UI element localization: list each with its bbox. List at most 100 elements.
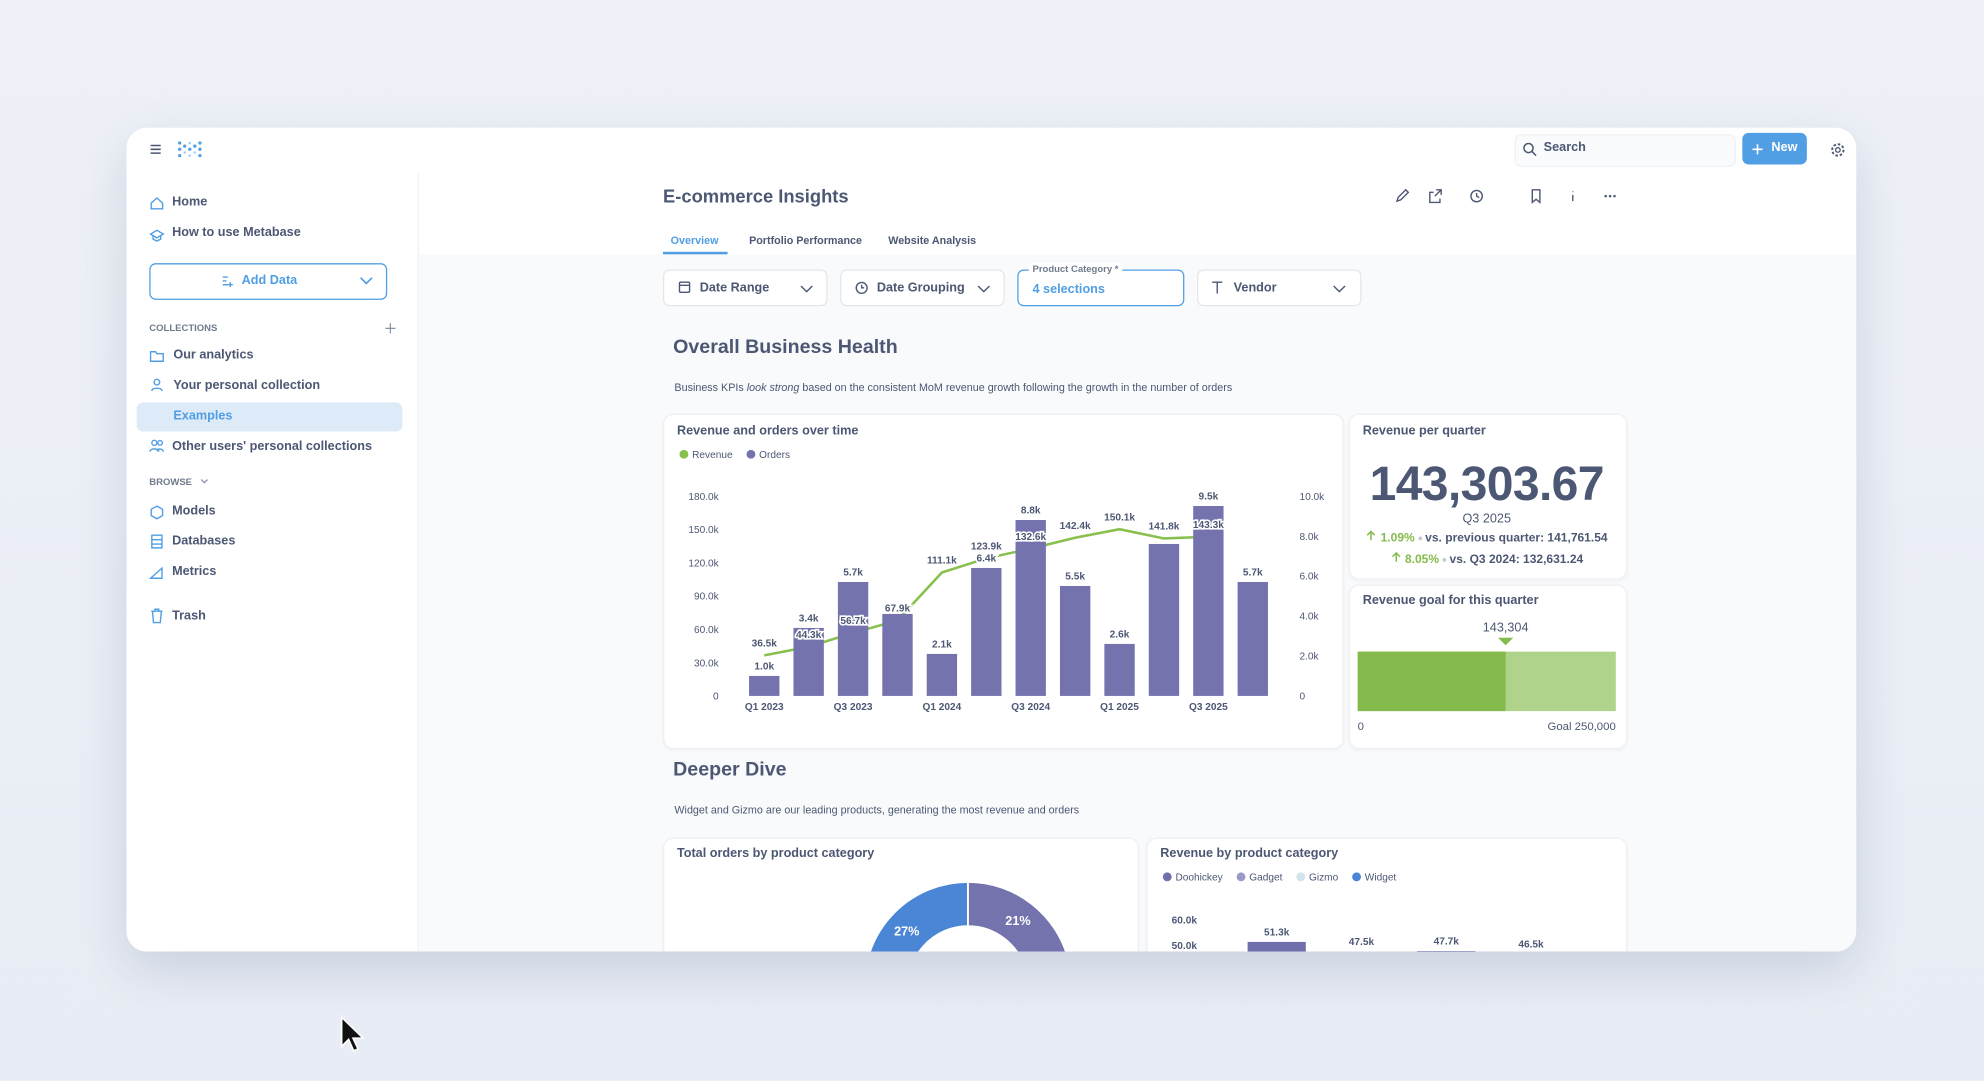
kpi-change: 8.05% — [1404, 552, 1440, 567]
data-label: 56.7k — [840, 616, 866, 627]
kpi-comparison: 1.09% vs. previous quarter: 141,761.54 — [1349, 530, 1625, 545]
header-actions[interactable] — [1394, 187, 1622, 205]
settings-icon[interactable] — [1830, 142, 1846, 158]
card-title[interactable]: Revenue by product category — [1160, 847, 1339, 862]
kpi-compare-text: vs. Q3 2024: 132,631.24 — [1449, 552, 1584, 567]
data-label: 132.6k — [1015, 532, 1046, 543]
filter[interactable]: Vendor — [1196, 269, 1362, 307]
filter-label: Date Range — [699, 280, 770, 295]
data-label: 51.3k — [1264, 928, 1290, 939]
filter[interactable]: 4 selections — [1017, 269, 1185, 307]
mouse-cursor — [340, 1015, 365, 1052]
progress-tick-label: Goal 250,000 — [1547, 721, 1615, 733]
legend-label: Gadget — [1249, 873, 1282, 884]
kpi-comparison: 8.05% vs. Q3 2024: 132,631.24 — [1349, 551, 1625, 567]
data-label: 47.7k — [1434, 937, 1460, 948]
card — [1146, 837, 1628, 952]
nav-collection[interactable]: Our analytics — [173, 348, 254, 363]
chevron[interactable] — [200, 478, 209, 484]
separator — [1418, 536, 1422, 541]
text: based on the consistent MoM revenue grow… — [799, 380, 1233, 394]
nav-browse[interactable]: Models — [172, 504, 216, 519]
menu-icon[interactable] — [149, 143, 162, 156]
nav-browse[interactable]: Databases — [172, 534, 236, 549]
bar — [1015, 519, 1046, 696]
bar — [1059, 585, 1091, 696]
data-label: 141.8k — [1148, 522, 1179, 533]
x-tick-label: Q1 2024 — [922, 702, 961, 713]
data-label: 111.1k — [927, 556, 957, 567]
x-tick-label: Q3 2023 — [834, 702, 873, 713]
search-placeholder: Search — [1543, 141, 1586, 156]
nav-icons — [149, 197, 165, 624]
filter-label: Product Category * — [1028, 263, 1123, 275]
filter[interactable]: Date Range — [663, 269, 828, 307]
dashboard-title[interactable]: E-commerce Insights — [663, 187, 849, 208]
tab[interactable]: Overview — [670, 234, 719, 247]
y2-tick-label: 10.0k — [1299, 492, 1325, 503]
data-label: 67.9k — [885, 604, 911, 615]
y-tick-label: 90.0k — [694, 592, 720, 603]
data-label: 5.7k — [1243, 568, 1263, 579]
card — [1348, 413, 1628, 580]
data-label: 5.5k — [1065, 572, 1085, 583]
up-arrow — [1391, 551, 1401, 562]
legend-label: Widget — [1365, 873, 1397, 884]
nav-trash[interactable]: Trash — [172, 609, 206, 624]
nav-browse[interactable]: Metrics — [172, 564, 217, 579]
kpi-period: Q3 2025 — [1462, 512, 1512, 527]
data-label: 6.4k — [976, 554, 996, 565]
bar — [971, 567, 1002, 696]
add-data-icon — [222, 276, 233, 288]
y-tick-label: 150.0k — [688, 525, 719, 536]
data-label: 3.4k — [799, 614, 819, 625]
new-label: New — [1771, 141, 1798, 156]
data-label: 123.9k — [971, 541, 1002, 552]
section-description: Widget and Gizmo are our leading product… — [674, 803, 1080, 817]
add-data-button[interactable] — [149, 263, 388, 300]
app-window: Search New Home How to use Metabase Add … — [126, 127, 1857, 952]
nav-collection[interactable]: Other users' personal collections — [172, 439, 372, 454]
tab[interactable]: Portfolio Performance — [749, 234, 863, 247]
filter-label: Date Grouping — [876, 280, 965, 295]
progress-bar — [1357, 651, 1506, 712]
data-label: 150.1k — [1104, 512, 1135, 523]
charts: Revenue Orders 0 30.0k 60.0k 90.0k 120.0k 150.0… — [679, 449, 1616, 952]
separator — [1442, 557, 1447, 562]
filter-icons — [678, 281, 1346, 294]
nav-home[interactable]: Home — [172, 195, 208, 210]
legend-dot — [1162, 872, 1172, 882]
logo[interactable] — [177, 140, 202, 159]
x-tick-label: Q1 2023 — [745, 702, 784, 713]
card-title[interactable]: Total orders by product category — [676, 847, 875, 862]
data-label: 5.7k — [843, 568, 863, 579]
progress-marker — [1498, 637, 1514, 646]
search-box[interactable] — [1514, 134, 1737, 168]
section-description: Business KPIs look strong based on the c… — [674, 381, 1232, 394]
section-label: COLLECTIONS — [149, 322, 218, 334]
data-label: 9.5k — [1199, 492, 1219, 503]
add-collection[interactable] — [385, 323, 396, 334]
legend-label: Revenue — [692, 450, 733, 461]
card-title[interactable]: Revenue per quarter — [1362, 424, 1486, 439]
add-data-label: Add Data — [241, 273, 298, 288]
nav-selected-bg — [136, 402, 403, 432]
bar — [1104, 643, 1135, 696]
pie-label: 21% — [1005, 914, 1030, 928]
legend-dot — [1296, 872, 1306, 882]
emphasis: look strong — [746, 380, 800, 394]
legend-label: Orders — [759, 450, 790, 461]
nav-guide[interactable]: How to use Metabase — [172, 225, 301, 240]
plus-icon — [1752, 144, 1763, 155]
nav-collection[interactable]: Your personal collection — [173, 378, 321, 393]
tab[interactable]: Website Analysis — [888, 234, 977, 247]
chevron — [360, 277, 373, 285]
card-title[interactable]: Revenue and orders over time — [676, 424, 859, 439]
tab-underline — [663, 251, 728, 255]
bar — [1193, 505, 1224, 696]
data-label: 2.1k — [932, 640, 952, 651]
card-title[interactable]: Revenue goal for this quarter — [1362, 594, 1539, 608]
nav-collection[interactable]: Examples — [173, 409, 233, 424]
y-tick-label: 50.0k — [1172, 941, 1198, 952]
